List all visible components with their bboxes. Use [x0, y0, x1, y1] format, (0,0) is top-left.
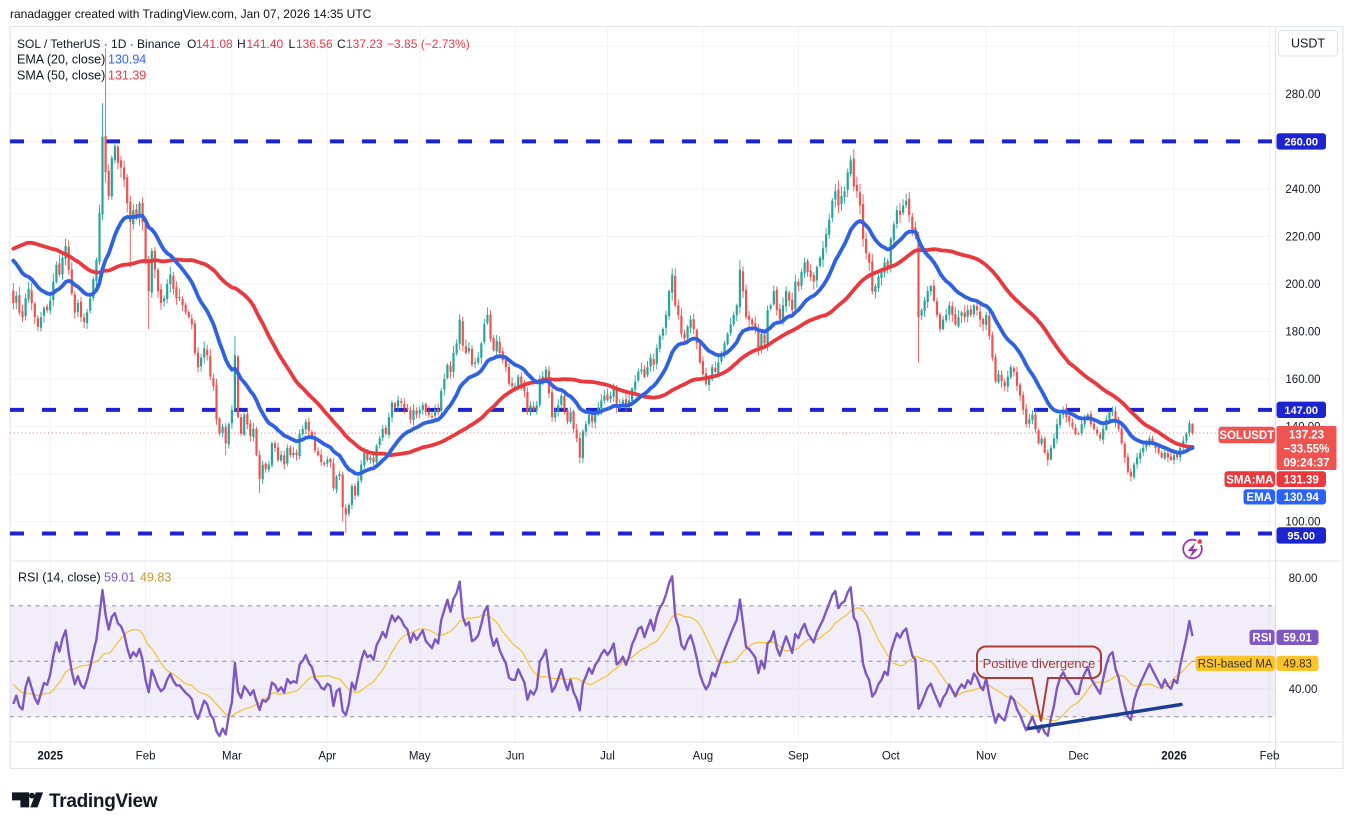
svg-text:95.00: 95.00: [1287, 530, 1315, 542]
svg-text:49.83: 49.83: [140, 571, 171, 585]
svg-text:C: C: [337, 37, 346, 51]
svg-text:Apr: Apr: [318, 751, 336, 763]
svg-text:Feb: Feb: [136, 751, 156, 763]
svg-text:RSI-based MA: RSI-based MA: [1198, 659, 1273, 671]
svg-text:O: O: [187, 37, 196, 51]
svg-text:141.08: 141.08: [196, 37, 233, 51]
svg-text:Mar: Mar: [222, 751, 242, 763]
svg-text:59.01: 59.01: [104, 571, 135, 585]
svg-text:Jul: Jul: [600, 751, 615, 763]
svg-text:Oct: Oct: [882, 751, 901, 763]
svg-text:131.39: 131.39: [108, 69, 146, 83]
svg-text:May: May: [409, 751, 431, 763]
svg-text:SMA:MA: SMA:MA: [1226, 474, 1273, 486]
svg-text:−3.85 (−2.73%): −3.85 (−2.73%): [387, 37, 470, 51]
svg-text:280.00: 280.00: [1285, 89, 1320, 101]
svg-text:49.83: 49.83: [1283, 659, 1312, 671]
svg-text:260.00: 260.00: [1284, 136, 1318, 148]
svg-text:80.00: 80.00: [1289, 573, 1318, 585]
svg-text:136.56: 136.56: [296, 37, 333, 51]
svg-text:SMA (50, close): SMA (50, close): [17, 69, 105, 83]
svg-text:H: H: [237, 37, 246, 51]
svg-text:2025: 2025: [37, 751, 63, 763]
svg-text:130.94: 130.94: [1284, 492, 1320, 504]
svg-text:RSI: RSI: [1252, 633, 1271, 645]
svg-text:220.00: 220.00: [1285, 231, 1320, 243]
svg-text:240.00: 240.00: [1285, 184, 1320, 196]
svg-text:USDT: USDT: [1291, 37, 1325, 51]
svg-text:Sep: Sep: [788, 751, 808, 763]
svg-text:Aug: Aug: [693, 751, 713, 763]
svg-text:L: L: [289, 37, 296, 51]
svg-text:Positive divergence: Positive divergence: [983, 656, 1096, 671]
svg-text:147.00: 147.00: [1284, 405, 1318, 417]
svg-text:SOLUSDT: SOLUSDT: [1219, 430, 1274, 442]
svg-text:09:24:37: 09:24:37: [1283, 458, 1329, 470]
svg-text:ranadagger created with Tradin: ranadagger created with TradingView.com,…: [10, 7, 372, 21]
svg-text:Jun: Jun: [506, 751, 525, 763]
svg-text:180.00: 180.00: [1285, 327, 1320, 339]
svg-text:200.00: 200.00: [1285, 279, 1320, 291]
svg-text:100.00: 100.00: [1285, 517, 1320, 529]
svg-text:59.01: 59.01: [1283, 633, 1312, 645]
svg-text:Dec: Dec: [1068, 751, 1089, 763]
svg-text:EMA (20, close): EMA (20, close): [17, 53, 105, 67]
svg-text:EMA: EMA: [1246, 492, 1272, 504]
svg-text:141.40: 141.40: [247, 37, 284, 51]
svg-text:40.00: 40.00: [1289, 684, 1318, 696]
svg-text:RSI (14, close): RSI (14, close): [18, 571, 101, 585]
svg-text:2026: 2026: [1161, 751, 1187, 763]
svg-text:Feb: Feb: [1260, 751, 1280, 763]
svg-text:130.94: 130.94: [108, 53, 146, 67]
svg-text:−33.55%: −33.55%: [1284, 444, 1330, 456]
svg-text:137.23: 137.23: [346, 37, 383, 51]
svg-text:Nov: Nov: [976, 751, 997, 763]
svg-text:SOL / TetherUS · 1D · Binance: SOL / TetherUS · 1D · Binance: [17, 37, 181, 51]
svg-text:131.39: 131.39: [1284, 474, 1319, 486]
svg-text:TradingView: TradingView: [49, 791, 158, 812]
svg-text:160.00: 160.00: [1285, 374, 1320, 386]
svg-text:137.23: 137.23: [1289, 430, 1324, 442]
